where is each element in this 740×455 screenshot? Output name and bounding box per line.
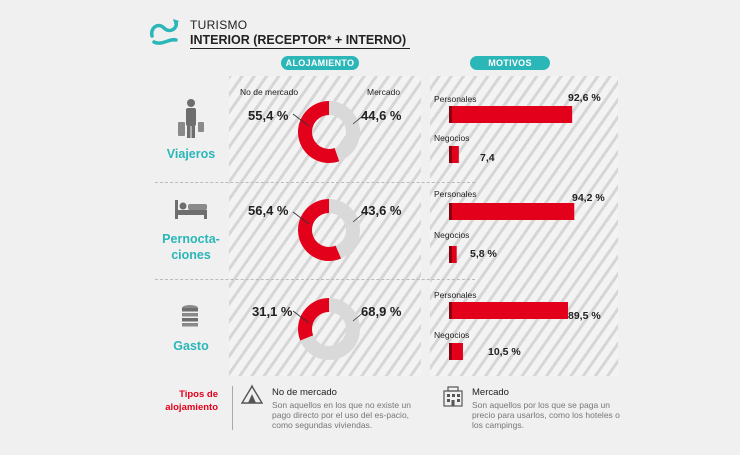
alojamiento-panel bbox=[229, 76, 421, 376]
donut-value-mercado: 44,6 % bbox=[361, 108, 402, 123]
donut-slice-no-mercado bbox=[298, 199, 342, 261]
bar-personales-edge bbox=[449, 106, 452, 123]
donut-value-mercado: 43,6 % bbox=[361, 203, 402, 218]
donut-leader-line bbox=[292, 211, 310, 225]
donut-slice-mercado bbox=[300, 298, 360, 360]
bar-personales-edge bbox=[449, 203, 452, 220]
donut-leader-line bbox=[352, 310, 366, 322]
bar-negocios-edge bbox=[449, 246, 452, 263]
bar-negocios-edge bbox=[449, 146, 452, 163]
bar-negocios bbox=[449, 146, 459, 163]
legend-title: Tipos de alojamiento bbox=[165, 389, 218, 413]
bar-label-personales: Personales bbox=[434, 189, 477, 199]
bar-value-negocios: 10,5 % bbox=[488, 346, 521, 358]
bar-value-personales: 92,6 % bbox=[568, 92, 601, 104]
tent-icon bbox=[240, 384, 264, 404]
bar-negocios bbox=[449, 246, 457, 263]
bar-negocios bbox=[449, 343, 463, 360]
bar-personales bbox=[449, 302, 569, 319]
motivos-panel bbox=[430, 76, 618, 376]
bar-value-personales: 94,2 % bbox=[572, 192, 605, 204]
bar-value-personales: 89,5 % bbox=[568, 310, 601, 322]
row-divider bbox=[155, 279, 475, 280]
tourism-logo-icon bbox=[149, 19, 179, 45]
legend-desc-no-mercado: Son aquellos en los que no existe un pag… bbox=[272, 400, 411, 430]
donut-slice-no-mercado bbox=[298, 101, 340, 163]
donut-leader-line bbox=[292, 113, 310, 127]
legend-desc-mercado: Son aquellos por los que se paga un prec… bbox=[472, 400, 620, 430]
donut-value-no-mercado: 31,1 % bbox=[252, 304, 293, 319]
coins-icon bbox=[178, 304, 202, 328]
donut-slice-mercado bbox=[329, 101, 360, 162]
donut-leader-line bbox=[292, 310, 310, 324]
section-pill-alojamiento: ALOJAMIENTO bbox=[281, 56, 359, 70]
bar-label-personales: Personales bbox=[434, 94, 477, 104]
hotel-icon bbox=[442, 386, 464, 407]
page-title-line2: INTERIOR (RECEPTOR* + INTERNO) bbox=[190, 33, 407, 47]
bar-personales-edge bbox=[449, 302, 452, 319]
legend-heading-no-mercado: No de mercado bbox=[272, 387, 337, 398]
row-label-viajeros: Viajeros bbox=[166, 147, 216, 161]
donut-leader-line bbox=[352, 211, 366, 223]
donut-label-no-mercado: No de mercado bbox=[240, 87, 299, 97]
donut-slice-mercado bbox=[329, 198, 360, 259]
bar-personales bbox=[449, 106, 573, 123]
page-title-line1: TURISMO bbox=[190, 18, 248, 32]
bar-label-negocios: Negocios bbox=[434, 230, 470, 240]
donut-slice-no-mercado bbox=[298, 298, 329, 341]
row-label-pernoctaciones: Pernocta- ciones bbox=[151, 231, 231, 263]
bar-label-personales: Personales bbox=[434, 290, 477, 300]
donut-label-mercado: Mercado bbox=[367, 87, 401, 97]
legend-divider bbox=[232, 386, 233, 430]
bar-negocios-edge bbox=[449, 343, 452, 360]
bar-value-negocios: 5,8 % bbox=[470, 248, 497, 260]
bar-personales bbox=[449, 203, 575, 220]
traveler-icon bbox=[176, 98, 206, 140]
bar-label-negocios: Negocios bbox=[434, 330, 470, 340]
row-label-pernoctaciones-text: Pernocta- ciones bbox=[162, 232, 220, 262]
title-underline bbox=[190, 48, 410, 49]
donut-value-mercado: 68,9 % bbox=[361, 304, 402, 319]
section-pill-motivos: MOTIVOS bbox=[470, 56, 550, 70]
donut-value-no-mercado: 55,4 % bbox=[248, 108, 289, 123]
bar-value-negocios: 7,4 bbox=[480, 152, 495, 164]
donut-leader-line bbox=[352, 113, 366, 125]
legend-heading-mercado: Mercado bbox=[472, 387, 509, 398]
row-divider bbox=[155, 182, 475, 183]
row-label-gasto: Gasto bbox=[173, 339, 209, 353]
donut-value-no-mercado: 56,4 % bbox=[248, 203, 289, 218]
bar-label-negocios: Negocios bbox=[434, 133, 470, 143]
bed-icon bbox=[174, 198, 208, 220]
